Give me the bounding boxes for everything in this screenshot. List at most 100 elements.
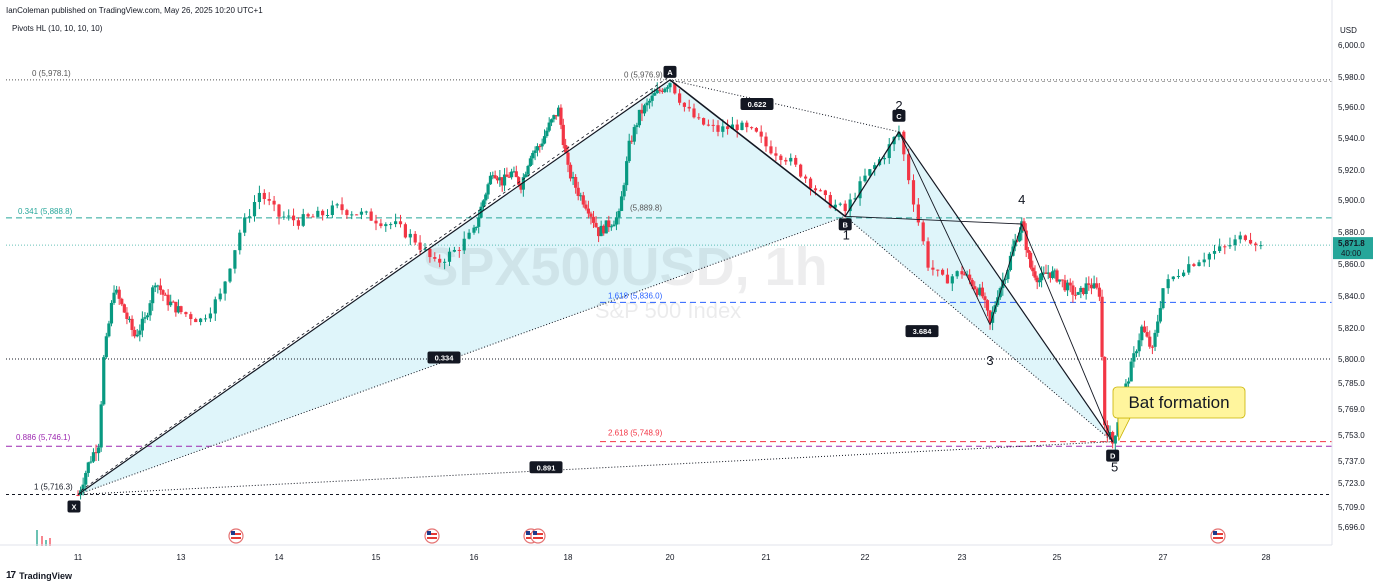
candle-body xyxy=(394,221,398,225)
price-tick: 5,860.0 xyxy=(1338,260,1365,269)
candle-body xyxy=(306,214,310,217)
candle-body xyxy=(609,226,613,228)
candle-body xyxy=(1031,267,1035,272)
time-tick: 11 xyxy=(74,553,83,562)
candle-body xyxy=(833,204,837,208)
candle-body xyxy=(350,214,354,216)
watermark-symbol: SPX500USD, 1h xyxy=(422,237,827,297)
candle-body xyxy=(911,180,916,205)
candle-body xyxy=(1207,253,1211,260)
candle-body xyxy=(586,208,590,214)
candle-body xyxy=(692,108,696,118)
time-tick: 16 xyxy=(470,553,479,562)
tradingview-logo[interactable]: 17 TradingView xyxy=(6,570,72,581)
candle-body xyxy=(467,232,471,239)
candle-body xyxy=(1126,381,1131,384)
candle-body xyxy=(931,267,935,270)
time-tick: 22 xyxy=(861,553,870,562)
candle-body xyxy=(248,216,252,218)
candle-body xyxy=(764,136,768,147)
candle-body xyxy=(554,115,558,117)
candle-body xyxy=(858,181,862,199)
candle-body xyxy=(389,224,393,226)
candle-body xyxy=(514,171,518,178)
price-tick: 5,820.0 xyxy=(1338,324,1365,333)
candle-body xyxy=(619,196,624,211)
candle-body xyxy=(238,232,242,251)
candle-body xyxy=(481,200,485,207)
candle-body xyxy=(462,238,466,251)
candle-body xyxy=(1105,425,1109,436)
candle-body xyxy=(853,198,857,200)
candle-body xyxy=(552,115,556,120)
candle-body xyxy=(1053,270,1057,272)
us-flag-stripe xyxy=(1213,533,1223,535)
bcd-fill xyxy=(845,131,1113,442)
pattern-labels: X A B C D 0.622 0.334 3.684 0.891 2 1 4 3 5 Bat format… xyxy=(67,65,1246,513)
candle-body xyxy=(145,315,150,318)
candle-body xyxy=(428,248,432,258)
us-flag-stripe xyxy=(533,537,543,539)
last-price-value: 5,871.8 xyxy=(1338,239,1365,248)
candle-body xyxy=(970,279,974,287)
leg-xa-guide xyxy=(80,73,674,491)
candle-body xyxy=(980,287,984,297)
candle-body xyxy=(843,203,847,212)
candle-body xyxy=(1015,240,1019,242)
candle-body xyxy=(413,233,417,243)
us-flag-stripe xyxy=(427,533,437,535)
candle-body xyxy=(1092,283,1096,289)
candle-body xyxy=(1137,340,1141,352)
candle-body xyxy=(559,107,563,125)
candle-body xyxy=(838,203,842,205)
tradingview-logo-icon: 17 xyxy=(6,570,16,581)
candle-body xyxy=(1079,287,1083,293)
wave-label-5: 5 xyxy=(1111,460,1118,475)
candle-body xyxy=(769,146,773,154)
ratio-xd: 0.891 xyxy=(537,463,556,472)
wave-label-4: 4 xyxy=(1018,192,1025,207)
candle-body xyxy=(1042,272,1046,274)
candle-body xyxy=(650,95,654,101)
wave-leg-4 xyxy=(1021,223,1114,442)
candle-body xyxy=(510,171,514,178)
price-tick: 5,785.0 xyxy=(1338,379,1365,388)
candle-body xyxy=(566,152,570,165)
price-tick: 5,753.0 xyxy=(1338,431,1365,440)
candle-body xyxy=(203,318,208,320)
candle-body xyxy=(477,217,481,227)
level-lines: 0 (5,978.1) 0 (5,976.9) 0.341 (5,888.8) (5,… xyxy=(6,69,1332,495)
indicator-legend[interactable]: Pivots HL (10, 10, 10, 10) xyxy=(12,24,103,33)
volume-bar xyxy=(45,540,47,546)
candle-body xyxy=(907,154,911,181)
candle-body xyxy=(184,312,188,315)
candle-body xyxy=(1037,280,1041,283)
candle-body xyxy=(1055,270,1059,282)
candle-body xyxy=(1187,264,1191,273)
ratio-xb: 0.334 xyxy=(435,353,455,362)
candle-body xyxy=(784,159,788,162)
point-b: B xyxy=(842,220,848,229)
time-tick: 14 xyxy=(275,553,284,562)
candle-body xyxy=(642,105,647,114)
candle-body xyxy=(571,176,575,179)
point-d: D xyxy=(1110,452,1116,461)
level-label-0341: 0.341 (5,888.8) xyxy=(18,207,73,216)
candle-body xyxy=(1259,245,1263,247)
candle-body xyxy=(1150,346,1154,348)
time-tick: 27 xyxy=(1159,553,1168,562)
candle-body xyxy=(418,242,422,250)
candle-body xyxy=(665,87,670,89)
tradingview-logo-text: TradingView xyxy=(19,570,72,581)
candle-body xyxy=(505,174,509,177)
candle-body xyxy=(887,144,891,159)
candle-body xyxy=(1166,279,1170,289)
candle-body xyxy=(702,118,706,125)
candle-body xyxy=(143,317,147,319)
candle-body xyxy=(484,194,488,201)
candle-body xyxy=(112,292,116,303)
us-flag-canton xyxy=(1213,531,1217,535)
candle-body xyxy=(163,294,168,296)
candle-body xyxy=(97,447,101,454)
